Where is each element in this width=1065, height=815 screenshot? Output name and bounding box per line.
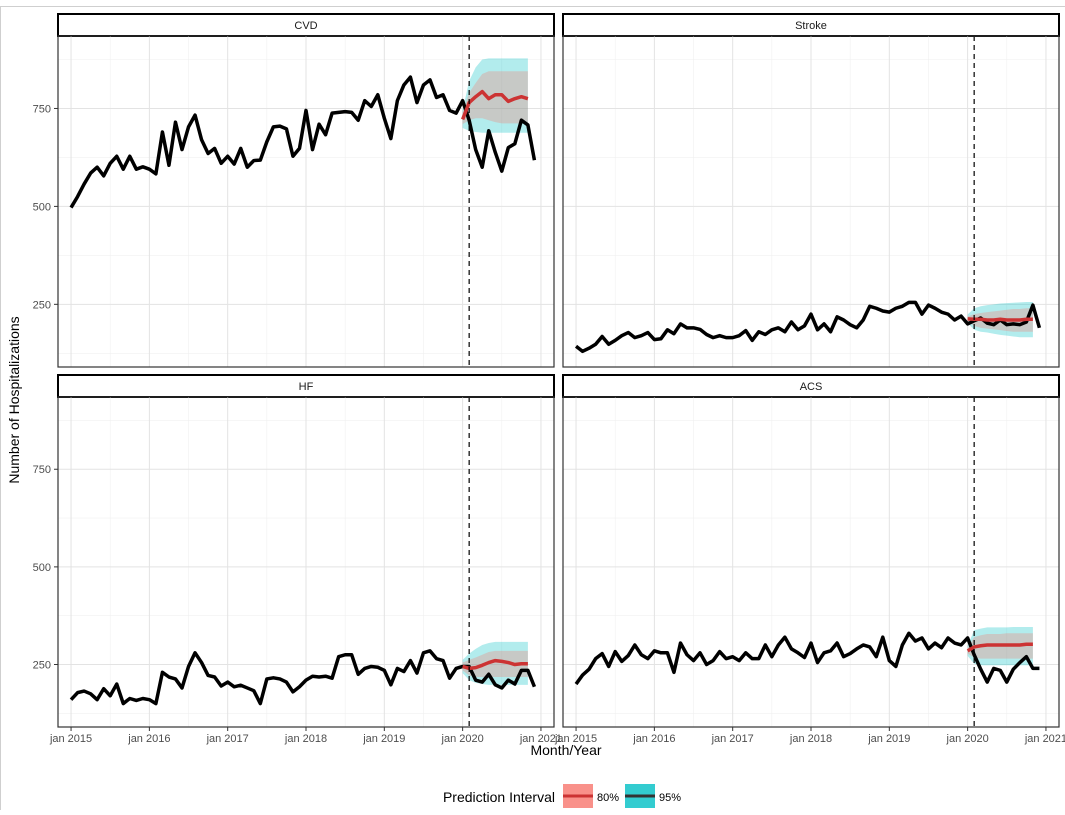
y-tick-label: 250 <box>33 299 51 311</box>
legend: Prediction Interval 80% 95% <box>443 784 681 808</box>
panel-border <box>57 35 555 368</box>
x-tick-label: jan 2021 <box>519 733 562 745</box>
panel-hf: HF <box>57 374 555 728</box>
observed-series-line <box>574 300 1042 354</box>
observed-series-line <box>69 649 537 706</box>
x-tick-label: jan 2019 <box>867 733 910 745</box>
y-tick-label: 750 <box>33 103 51 115</box>
gridlines <box>58 397 554 727</box>
x-tick-label: jan 2019 <box>362 733 405 745</box>
prediction-interval-80 <box>462 650 528 678</box>
legend-label-95: 95% <box>659 792 681 804</box>
forecast-mean-line <box>966 642 1033 653</box>
panel-stroke: Stroke <box>562 13 1060 368</box>
legend-item-80: 80% <box>563 784 619 808</box>
facet-title: Stroke <box>795 20 827 32</box>
panel-border <box>562 35 1060 368</box>
panel-cvd: CVD <box>57 13 555 368</box>
y-tick-label: 500 <box>33 201 51 213</box>
x-axis-title: Month/Year <box>530 742 601 758</box>
x-tick-label: jan 2017 <box>206 733 249 745</box>
observed-series-line <box>574 631 1040 686</box>
x-tick-label: jan 2015 <box>554 733 597 745</box>
x-tick-label: jan 2020 <box>441 733 484 745</box>
x-tick-label: jan 2021 <box>1024 733 1065 745</box>
prediction-interval-80 <box>462 71 528 125</box>
y-tick-label: 500 <box>33 562 51 574</box>
legend-label-80: 80% <box>597 792 619 804</box>
gridlines <box>563 397 1059 727</box>
x-tick-label: jan 2018 <box>284 733 327 745</box>
forecast-mean-line <box>462 658 528 671</box>
x-tick-label: jan 2020 <box>946 733 989 745</box>
forecast-mean-line <box>460 89 529 121</box>
gridlines <box>563 36 1059 367</box>
x-axes: jan 2015 jan 2016 jan 2017 jan 2018 jan 2019… <box>49 727 1065 745</box>
legend-title: Prediction Interval <box>443 789 555 805</box>
prediction-interval-95 <box>462 641 528 685</box>
x-tick-label: jan 2018 <box>789 733 832 745</box>
facet-title: HF <box>299 381 314 393</box>
y-axis-title: Number of Hospitalizations <box>6 316 22 483</box>
x-tick-label: jan 2016 <box>127 733 170 745</box>
y-tick-label: 250 <box>33 660 51 672</box>
panel-acs: ACS <box>562 374 1060 728</box>
gridlines <box>58 36 554 367</box>
x-tick-label: jan 2015 <box>49 733 92 745</box>
y-axes: 250 500 750 250 500 750 <box>33 103 58 672</box>
observed-series-line <box>69 75 537 209</box>
x-tick-label: jan 2017 <box>711 733 754 745</box>
y-tick-label: 750 <box>33 464 51 476</box>
facet-title: ACS <box>800 381 823 393</box>
facet-title: CVD <box>294 20 317 32</box>
x-tick-label: jan 2016 <box>632 733 675 745</box>
facet-panels: CVD Stroke HF ACS <box>57 13 1060 728</box>
legend-item-95: 95% <box>625 784 681 808</box>
forecast-mean-line <box>967 317 1033 322</box>
